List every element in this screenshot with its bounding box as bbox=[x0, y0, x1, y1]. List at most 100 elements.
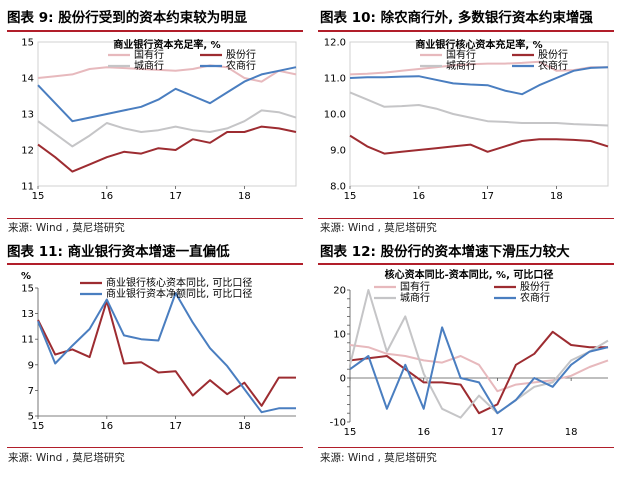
figure-9-source: 来源: Wind , 莫尼塔研究 bbox=[8, 222, 125, 234]
series-line-2 bbox=[349, 91, 609, 127]
legend-entry: 国有行 bbox=[446, 48, 476, 61]
x-tick-label: 17 bbox=[481, 191, 494, 202]
chart-core-capital-adequacy: 8.0 9.0 10.0 11.0 12.0 15 16 17 18 商业银行核心资本充足率, %… bbox=[324, 38, 609, 202]
y-tick-labels: 5 7 9 11 13 15 bbox=[21, 284, 34, 423]
y-tick-label: 14 bbox=[21, 74, 34, 85]
series-line-3 bbox=[37, 66, 297, 123]
legend-entry: 城商行 bbox=[400, 291, 430, 304]
series-line-3 bbox=[349, 66, 609, 96]
figure-10-top-rule bbox=[318, 30, 614, 32]
series-line-1 bbox=[37, 292, 296, 414]
legend-entry: 农商行 bbox=[538, 59, 568, 72]
x-tick-label: 16 bbox=[100, 191, 113, 202]
series-line-2 bbox=[349, 289, 609, 419]
series-line-0 bbox=[349, 60, 608, 76]
y-tick-label: 8.0 bbox=[330, 182, 346, 193]
y-tick-label: 5 bbox=[28, 412, 34, 423]
y-tick-labels: 8.0 9.0 10.0 11.0 12.0 bbox=[324, 38, 346, 193]
figure-12-top-rule bbox=[318, 263, 614, 265]
figure-11-top-rule bbox=[7, 263, 303, 265]
figure-11-title: 图表 11: 商业银行资本增速一直偏低 bbox=[7, 244, 230, 260]
y-tick-label: 12.0 bbox=[324, 38, 346, 49]
figure-10-bottom-rule bbox=[318, 218, 614, 219]
legend-entry: 城商行 bbox=[134, 59, 164, 72]
y-tick-label: 10 bbox=[333, 330, 346, 341]
legend-entry: 股份行 bbox=[226, 48, 256, 61]
plot-frame bbox=[349, 41, 609, 187]
y-tick-label: 12 bbox=[21, 146, 34, 157]
figure-12-bottom-rule bbox=[318, 447, 614, 448]
y-tick-label: 0 bbox=[340, 374, 346, 385]
chart-title: 商业银行资本充足率, % bbox=[113, 38, 220, 51]
x-tick-label: 16 bbox=[417, 427, 430, 438]
figure-10-source: 来源: Wind , 莫尼塔研究 bbox=[320, 222, 437, 234]
x-tick-label: 18 bbox=[565, 427, 578, 438]
figure-9-bottom-rule bbox=[7, 218, 303, 219]
series-line-0 bbox=[349, 344, 609, 393]
y-tick-label: -10 bbox=[330, 418, 346, 429]
x-tick-label: 15 bbox=[344, 191, 357, 202]
x-tick-labels: 15 16 17 18 bbox=[32, 191, 251, 202]
series-line-2 bbox=[37, 109, 297, 148]
y-tick-label: 13 bbox=[21, 110, 34, 121]
y-tick-label: 9 bbox=[28, 360, 34, 371]
x-tick-label: 17 bbox=[491, 427, 504, 438]
legend-entry: 股份行 bbox=[520, 280, 550, 293]
figure-9-top-rule bbox=[7, 30, 303, 32]
legend-entry: 商业银行资本净额同比, 可比口径 bbox=[106, 287, 252, 300]
plot-frame bbox=[37, 41, 297, 187]
y-tick-label: 9.0 bbox=[330, 146, 346, 157]
x-tick-label: 18 bbox=[238, 421, 251, 432]
x-tick-label: 15 bbox=[344, 427, 357, 438]
y-tick-label: 15 bbox=[21, 38, 34, 49]
x-tick-label: 18 bbox=[238, 191, 251, 202]
x-tick-label: 16 bbox=[412, 191, 425, 202]
x-tick-label: 16 bbox=[100, 421, 113, 432]
series-line-1 bbox=[37, 125, 297, 173]
legend-entry: 国有行 bbox=[400, 280, 430, 293]
series-line-1 bbox=[349, 134, 609, 155]
y-tick-label: 11.0 bbox=[324, 74, 346, 85]
y-tick-label: 20 bbox=[333, 286, 346, 297]
chart-capital-growth: 5 7 9 11 13 15 15 16 17 18% 商业银行核心资本同比, 可比口径商业银行资本… bbox=[21, 271, 296, 432]
legend-entry: 国有行 bbox=[134, 48, 164, 61]
y-tick-label: 10.0 bbox=[324, 110, 346, 121]
y-tick-label: 11 bbox=[21, 335, 34, 346]
legend-entry: 商业银行核心资本同比, 可比口径 bbox=[106, 276, 252, 289]
series-line-0 bbox=[37, 299, 296, 407]
legend-entry: 城商行 bbox=[446, 59, 476, 72]
chart-title: 商业银行核心资本充足率, % bbox=[415, 38, 542, 51]
x-tick-label: 17 bbox=[169, 421, 182, 432]
series-line-3 bbox=[349, 326, 609, 415]
legend-entry: 股份行 bbox=[538, 48, 568, 61]
series-line-0 bbox=[37, 64, 297, 83]
chart-title: 核心资本同比-资本同比, %, 可比口径 bbox=[385, 268, 554, 281]
figure-11-source: 来源: Wind , 莫尼塔研究 bbox=[8, 452, 125, 464]
x-tick-label: 17 bbox=[169, 191, 182, 202]
figure-9-title: 图表 9: 股份行受到的资本约束较为明显 bbox=[7, 10, 248, 26]
figure-10-title: 图表 10: 除农商行外, 多数银行资本约束增强 bbox=[320, 10, 593, 26]
x-tick-label: 15 bbox=[32, 421, 45, 432]
x-tick-labels: 15 16 17 18 bbox=[344, 427, 578, 438]
y-tick-label: 11 bbox=[21, 182, 34, 193]
figure-12-source: 来源: Wind , 莫尼塔研究 bbox=[320, 452, 437, 464]
series-line-1 bbox=[349, 330, 608, 415]
y-tick-label: 7 bbox=[28, 386, 34, 397]
figure-12-title: 图表 12: 股份行的资本增速下滑压力较大 bbox=[320, 244, 570, 260]
y-tick-labels: 11 12 13 14 15 bbox=[21, 38, 34, 193]
x-tick-label: 15 bbox=[32, 191, 45, 202]
y-tick-label: 15 bbox=[21, 284, 34, 295]
x-tick-labels: 15 16 17 18 bbox=[32, 421, 251, 432]
x-tick-labels: 15 16 17 18 bbox=[344, 191, 563, 202]
legend-entry: 农商行 bbox=[520, 291, 550, 304]
y-axis-label: % bbox=[21, 271, 31, 282]
legend-entry: 农商行 bbox=[226, 59, 256, 72]
x-tick-label: 18 bbox=[550, 191, 563, 202]
y-tick-labels: -10 0 10 20 bbox=[330, 286, 346, 429]
